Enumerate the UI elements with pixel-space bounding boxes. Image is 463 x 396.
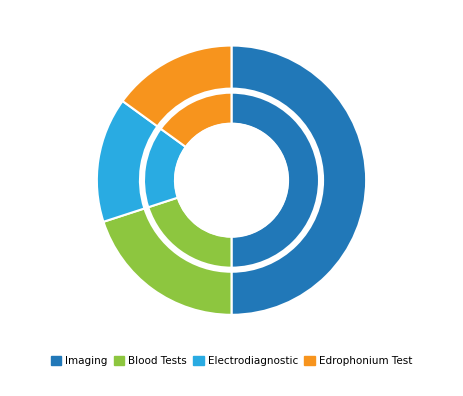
- Wedge shape: [123, 46, 232, 126]
- Wedge shape: [161, 93, 232, 147]
- Wedge shape: [232, 93, 319, 268]
- Wedge shape: [103, 208, 232, 315]
- Wedge shape: [144, 129, 186, 207]
- Wedge shape: [97, 101, 157, 222]
- Legend: Imaging, Blood Tests, Electrodiagnostic, Edrophonium Test: Imaging, Blood Tests, Electrodiagnostic,…: [46, 352, 417, 370]
- Wedge shape: [148, 198, 232, 268]
- Circle shape: [175, 124, 288, 237]
- Wedge shape: [232, 46, 366, 315]
